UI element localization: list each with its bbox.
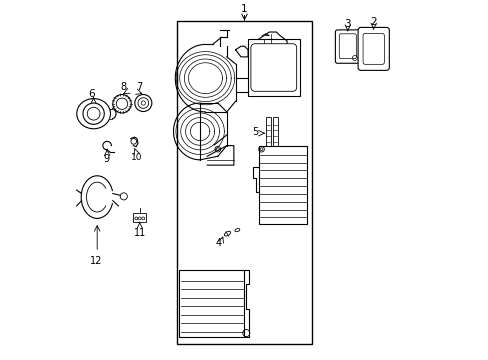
Text: 8: 8 (121, 82, 126, 93)
Text: 10: 10 (130, 153, 142, 162)
Bar (177, 21, 311, 345)
Text: 2: 2 (369, 17, 376, 27)
FancyBboxPatch shape (250, 44, 296, 91)
Text: 7: 7 (136, 82, 142, 93)
Text: 4: 4 (215, 238, 222, 248)
Text: 12: 12 (90, 256, 102, 266)
Text: 9: 9 (103, 154, 109, 165)
Bar (133, 213, 146, 222)
Text: 3: 3 (344, 19, 350, 29)
Bar (265, 117, 270, 149)
Bar (247, 39, 299, 96)
Text: 11: 11 (133, 228, 145, 238)
Text: 1: 1 (241, 4, 247, 14)
FancyBboxPatch shape (339, 34, 356, 59)
FancyBboxPatch shape (357, 27, 388, 70)
Bar (272, 117, 277, 149)
FancyBboxPatch shape (335, 30, 360, 63)
Text: 6: 6 (88, 89, 94, 99)
FancyBboxPatch shape (362, 33, 384, 64)
Bar (258, 146, 306, 224)
Bar (179, 270, 244, 337)
Text: 5: 5 (252, 127, 258, 137)
